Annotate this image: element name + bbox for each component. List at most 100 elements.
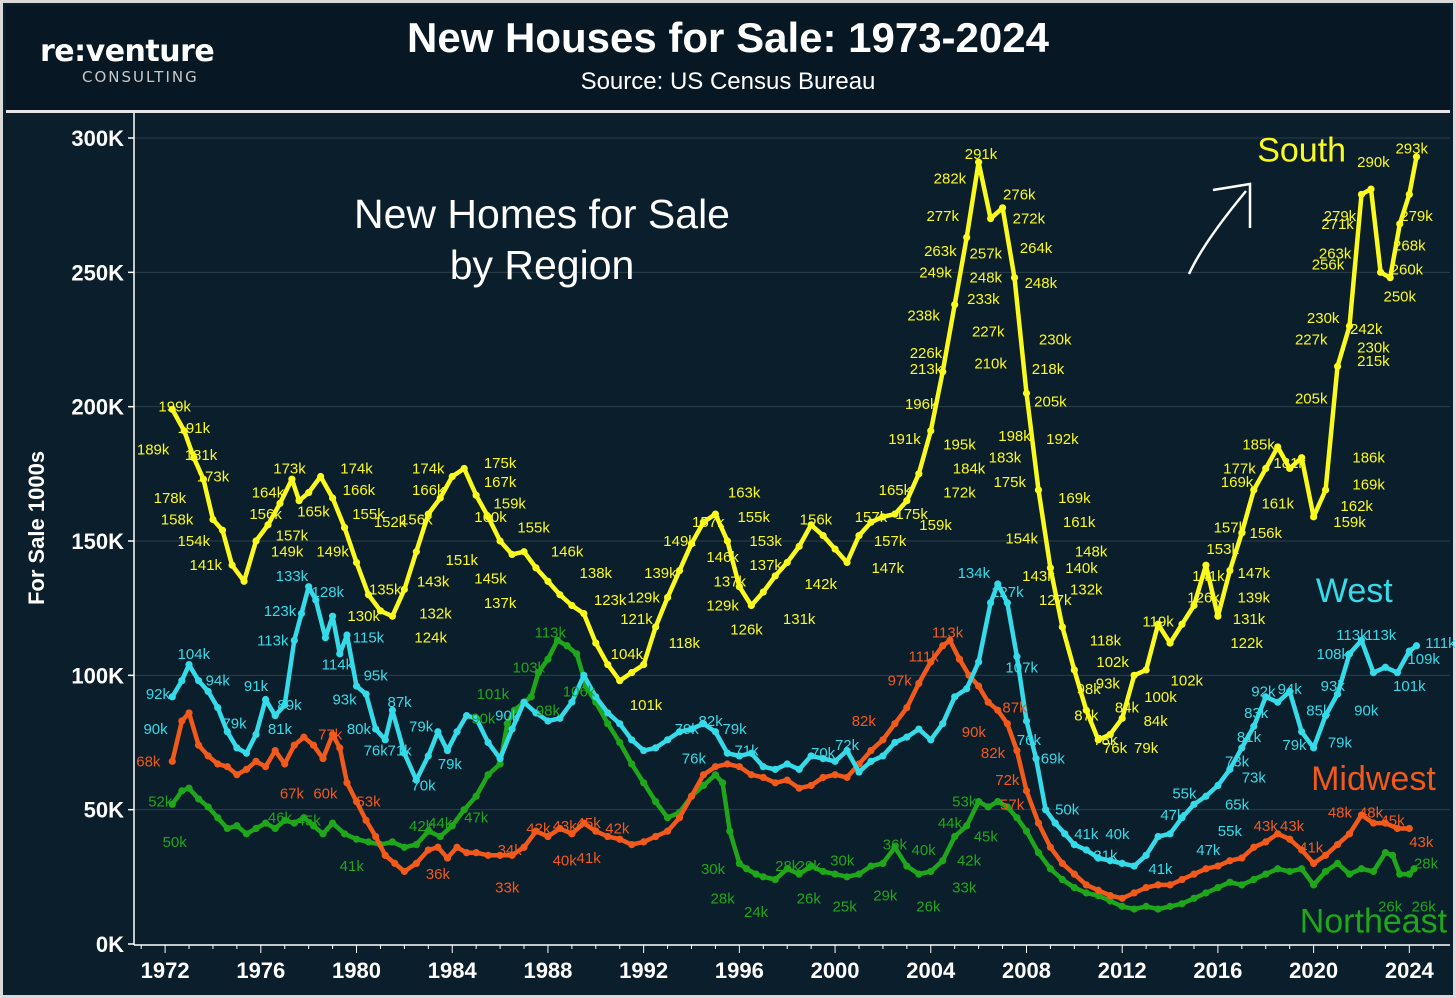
- data-label: 55k: [1218, 823, 1243, 840]
- data-label: 70k: [411, 777, 436, 794]
- data-point: [443, 746, 452, 755]
- data-point: [1286, 835, 1294, 843]
- data-point: [199, 475, 207, 483]
- data-point: [1142, 851, 1150, 859]
- data-label: 271k: [1321, 216, 1354, 233]
- data-point: [436, 832, 444, 841]
- data-point: [195, 741, 203, 749]
- data-point: [879, 859, 887, 868]
- data-point: [1190, 601, 1198, 610]
- data-point: [1214, 883, 1222, 892]
- arrow-icon: [1187, 190, 1247, 275]
- data-point: [1345, 870, 1354, 878]
- data-label: 137k: [749, 557, 782, 574]
- data-point: [1214, 862, 1222, 870]
- data-point: [1262, 838, 1270, 846]
- data-point: [1357, 190, 1366, 199]
- annotation-line-2: by Region: [450, 242, 635, 288]
- data-point: [281, 816, 289, 825]
- data-label: 124k: [414, 630, 447, 647]
- data-point: [783, 865, 791, 873]
- data-point: [262, 695, 270, 704]
- data-label: 290k: [1357, 154, 1390, 171]
- data-point: [1250, 486, 1258, 494]
- data-point: [281, 760, 289, 768]
- y-tick-label: 0K: [96, 932, 124, 957]
- data-label: 52k: [148, 794, 173, 811]
- data-point: [795, 870, 803, 878]
- data-label: 113k: [932, 624, 964, 641]
- data-label: 91k: [244, 678, 269, 695]
- data-label: 34k: [498, 842, 523, 859]
- series-name-label: South: [1257, 131, 1346, 169]
- data-point: [168, 800, 176, 808]
- data-point: [319, 755, 327, 763]
- x-tick-label: 1988: [523, 958, 572, 983]
- data-label: 230k: [1039, 332, 1072, 349]
- data-point: [288, 475, 296, 483]
- data-label: 133k: [276, 568, 309, 585]
- data-point: [484, 851, 492, 859]
- data-point: [1298, 728, 1306, 736]
- data-label: 29k: [873, 888, 898, 905]
- data-point: [1118, 902, 1126, 910]
- data-label: 70k: [811, 745, 836, 762]
- data-point: [903, 862, 911, 870]
- data-point: [185, 784, 193, 792]
- data-label: 178k: [154, 490, 187, 507]
- data-label: 142k: [804, 576, 837, 593]
- data-point: [843, 558, 851, 567]
- data-point: [1022, 787, 1031, 795]
- data-point: [771, 779, 779, 787]
- data-point: [233, 744, 241, 752]
- data-point: [1034, 849, 1043, 857]
- data-point: [723, 537, 731, 545]
- data-label: 156k: [1249, 525, 1282, 542]
- data-label: 162k: [1340, 498, 1373, 515]
- data-point: [1003, 599, 1011, 607]
- data-point: [759, 763, 767, 771]
- data-label: 198k: [998, 428, 1031, 445]
- data-point: [508, 550, 516, 559]
- data-label: 65k: [1225, 796, 1250, 813]
- data-label: 71k: [734, 743, 759, 760]
- data-label: 213k: [910, 361, 943, 378]
- data-point: [1166, 830, 1174, 838]
- data-label: 55k: [1172, 786, 1197, 803]
- data-label: 95k: [364, 667, 389, 684]
- data-point: [1046, 564, 1055, 572]
- data-point: [915, 679, 923, 687]
- data-label: 143k: [417, 573, 450, 590]
- data-point: [336, 650, 344, 658]
- data-point: [652, 832, 660, 841]
- data-point: [1106, 897, 1114, 905]
- data-label: 103k: [513, 659, 546, 676]
- data-point: [510, 706, 519, 714]
- data-label: 69k: [1041, 751, 1066, 768]
- data-point: [1013, 652, 1021, 661]
- data-point: [233, 771, 241, 779]
- data-label: 93k: [1321, 678, 1346, 695]
- data-point: [616, 720, 624, 728]
- annotation-line-1: New Homes for Sale: [354, 191, 730, 237]
- data-point: [520, 698, 528, 706]
- data-point: [388, 838, 397, 846]
- data-point: [699, 518, 708, 526]
- data-label: 84k: [1144, 713, 1169, 730]
- y-tick-label: 300K: [71, 126, 124, 151]
- data-label: 174k: [412, 460, 445, 477]
- data-point: [290, 819, 298, 827]
- data-point: [1333, 859, 1342, 868]
- data-label: 230k: [1307, 310, 1340, 327]
- data-point: [180, 427, 188, 435]
- data-label: 79k: [722, 721, 747, 738]
- data-point: [319, 830, 327, 838]
- data-point: [223, 728, 231, 736]
- data-point: [1051, 819, 1059, 827]
- data-point: [462, 712, 471, 720]
- data-label: 33k: [952, 880, 977, 897]
- data-label: 163k: [728, 485, 761, 502]
- data-point: [556, 824, 564, 833]
- data-point: [242, 830, 251, 838]
- data-point: [604, 720, 612, 728]
